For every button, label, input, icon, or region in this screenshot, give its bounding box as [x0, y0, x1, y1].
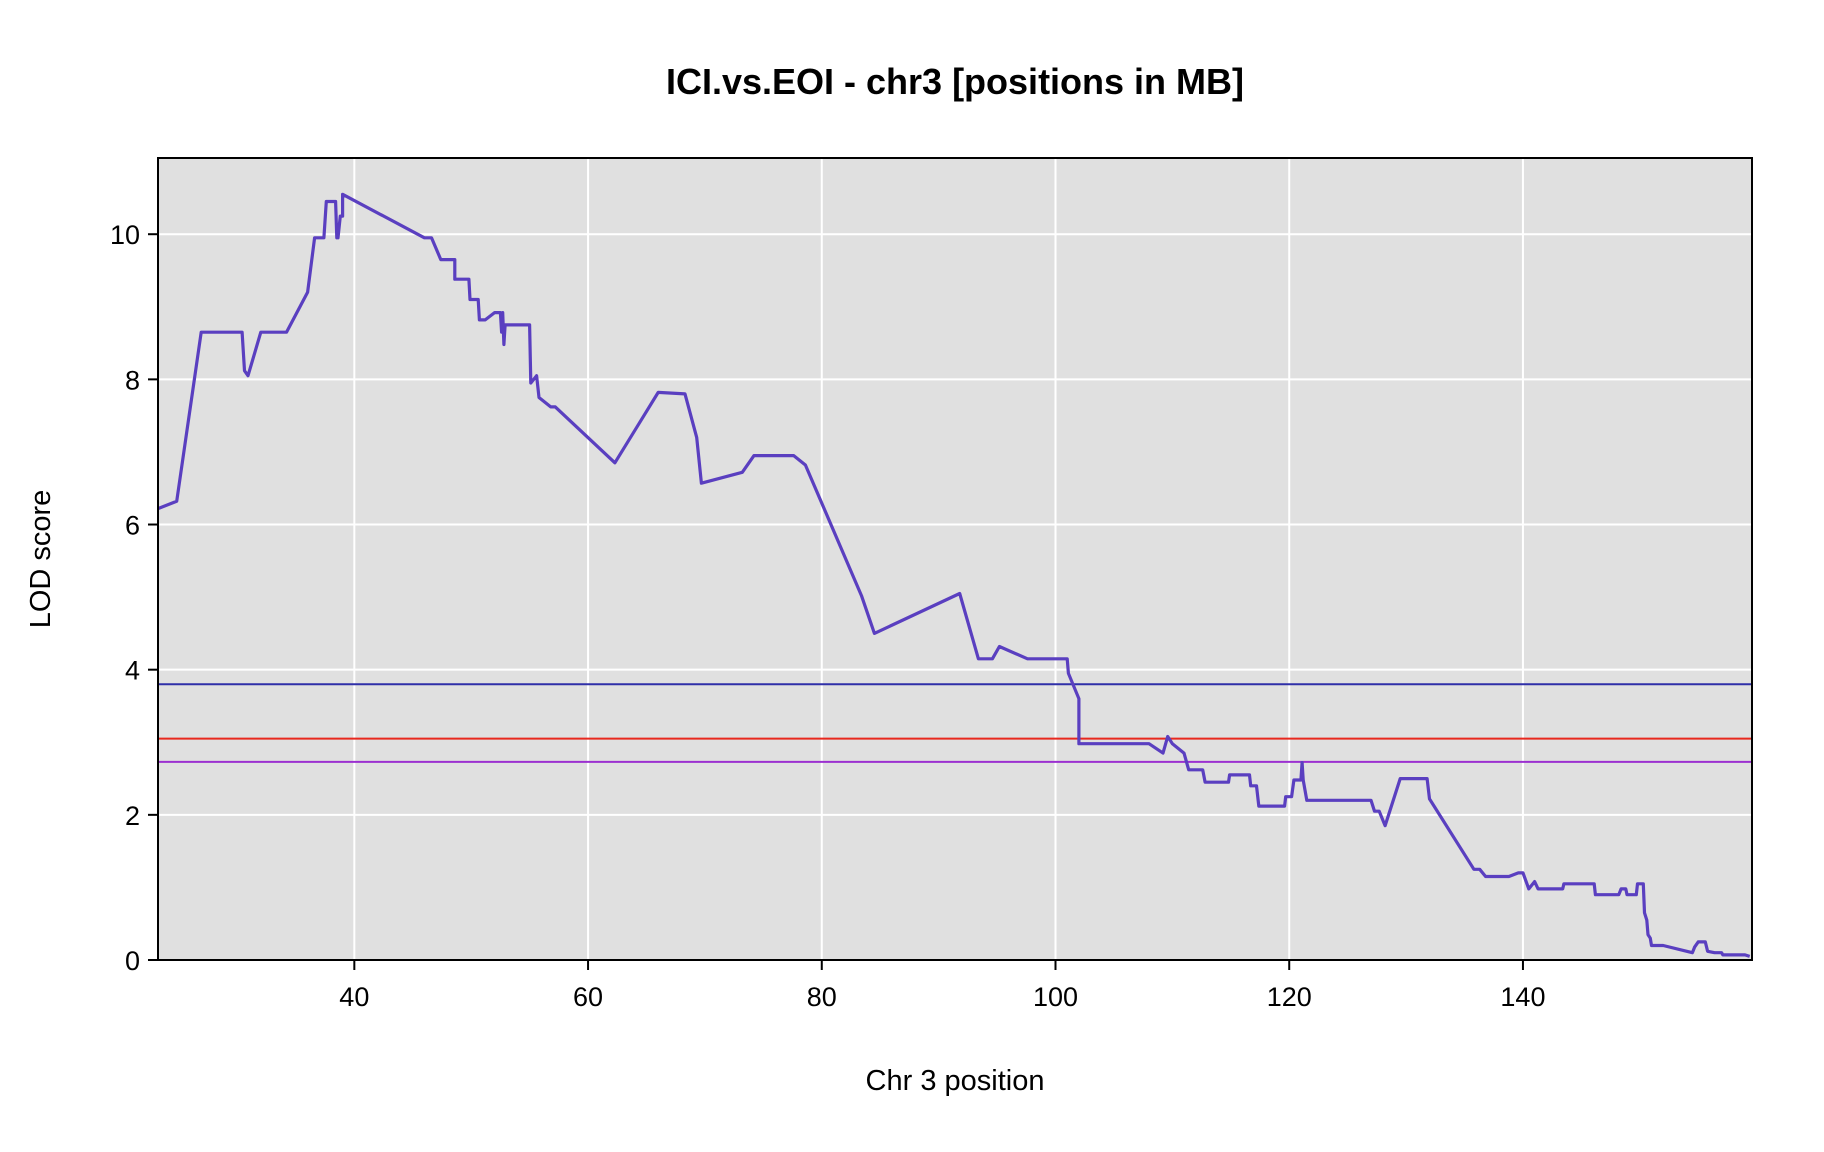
y-tick-label: 8	[125, 365, 140, 395]
chart-title: ICI.vs.EOI - chr3 [positions in MB]	[666, 61, 1244, 102]
x-tick-label: 120	[1267, 982, 1312, 1012]
y-axis-label: LOD score	[25, 490, 57, 629]
lod-series-line	[157, 192, 1751, 958]
x-tick-label: 40	[339, 982, 369, 1012]
grid-vertical	[353, 158, 1524, 960]
y-axis-ticks: 0 2 4 6 8 10	[110, 220, 158, 976]
y-tick-label: 4	[125, 656, 140, 686]
x-axis-label: Chr 3 position	[866, 1065, 1045, 1097]
x-tick-label: 140	[1500, 982, 1545, 1012]
x-axis-ticks: 40 60 80 100 120 140	[339, 960, 1545, 1012]
x-tick-label: 60	[573, 982, 603, 1012]
y-tick-label: 2	[125, 801, 140, 831]
plot-panel	[158, 158, 1752, 960]
plot-border	[157, 157, 1753, 961]
x-tick-label: 100	[1033, 982, 1078, 1012]
y-tick-label: 0	[125, 946, 140, 976]
y-tick-label: 10	[110, 220, 140, 250]
x-tick-label: 80	[807, 982, 837, 1012]
y-tick-label: 6	[125, 511, 140, 541]
threshold-lines	[158, 683, 1752, 763]
